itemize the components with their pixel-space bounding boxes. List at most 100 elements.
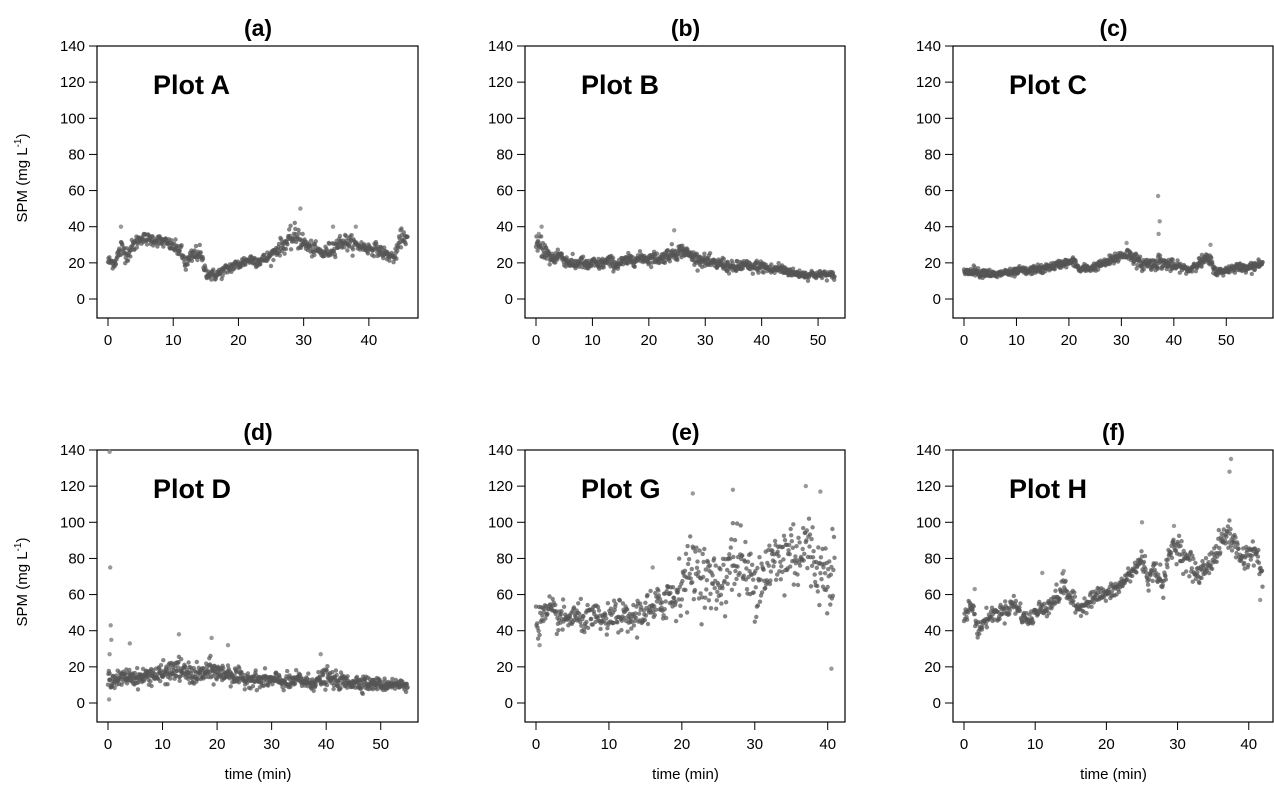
y-tick-label: 40: [496, 623, 513, 640]
data-point: [292, 220, 297, 226]
x-tick-label: 40: [361, 332, 378, 349]
data-point: [360, 691, 365, 696]
data-point: [316, 669, 321, 675]
data-point: [1137, 254, 1143, 259]
data-point: [1157, 253, 1163, 258]
panel-title: (b): [671, 15, 700, 41]
outlier-point: [225, 643, 231, 648]
data-point: [1188, 549, 1194, 555]
data-point: [804, 528, 810, 533]
data-point: [1170, 257, 1175, 262]
data-point: [589, 616, 594, 622]
data-point: [727, 570, 732, 575]
data-point: [283, 246, 289, 252]
outlier-point: [1155, 193, 1161, 199]
y-tick-label: 60: [924, 587, 941, 604]
data-point: [729, 537, 734, 542]
data-point: [619, 627, 624, 633]
x-tick-label: 50: [810, 332, 827, 349]
x-tick-label: 30: [295, 332, 312, 349]
data-point: [296, 227, 301, 233]
data-point: [185, 262, 190, 267]
data-point: [262, 666, 268, 671]
data-point: [653, 590, 658, 596]
plot-annotation: Plot B: [581, 70, 659, 100]
data-points: [961, 456, 1265, 640]
data-point: [1155, 266, 1160, 271]
y-tick-label: 0: [933, 291, 941, 308]
data-point: [712, 585, 717, 591]
data-point: [1065, 589, 1070, 594]
data-point: [208, 653, 213, 659]
data-point: [708, 591, 713, 596]
panel-title: (a): [244, 15, 272, 41]
y-tick-label: 60: [496, 587, 513, 604]
data-point: [220, 273, 225, 278]
data-point: [811, 549, 816, 554]
data-point: [288, 684, 293, 690]
data-points: [105, 206, 410, 282]
data-point: [1175, 258, 1180, 263]
data-point: [582, 629, 587, 635]
data-point: [701, 559, 706, 565]
data-point: [787, 542, 792, 548]
data-point: [828, 572, 833, 577]
data-point: [288, 247, 294, 252]
data-point: [984, 605, 989, 610]
data-point: [737, 592, 742, 598]
data-point: [1201, 562, 1207, 567]
plot-annotation: Plot D: [153, 474, 231, 504]
data-point: [1236, 546, 1241, 551]
data-point: [797, 540, 802, 545]
data-point: [779, 564, 784, 569]
data-point: [556, 628, 561, 633]
data-point: [819, 577, 824, 582]
data-point: [535, 248, 540, 253]
plot-annotation: Plot H: [1009, 474, 1087, 504]
y-tick-label: 60: [68, 587, 85, 604]
data-point: [1226, 540, 1232, 545]
data-point: [707, 563, 713, 568]
plot-frame: [524, 449, 846, 723]
data-point: [643, 613, 649, 618]
data-point: [801, 525, 806, 531]
data-point: [964, 617, 970, 622]
data-point: [810, 555, 816, 560]
data-point: [706, 598, 712, 603]
data-point: [771, 564, 776, 569]
x-tick-label: 20: [674, 736, 691, 753]
data-point: [534, 621, 540, 626]
data-point: [176, 660, 181, 665]
data-point: [772, 538, 778, 544]
x-tick-label: 10: [1027, 736, 1044, 753]
data-point: [663, 599, 668, 604]
data-point: [808, 584, 814, 589]
data-point: [580, 254, 586, 259]
data-point: [766, 547, 771, 553]
data-point: [632, 264, 637, 269]
data-point: [667, 259, 672, 264]
data-point: [394, 256, 399, 261]
data-point: [239, 670, 244, 675]
data-point: [1187, 557, 1193, 563]
data-point: [707, 251, 713, 256]
x-tick-label: 0: [532, 332, 540, 349]
outlier-point: [107, 449, 112, 454]
y-tick-label: 80: [68, 550, 85, 567]
data-point: [662, 607, 667, 612]
data-points: [961, 193, 1265, 281]
data-point: [675, 257, 680, 263]
outlier-point: [1061, 568, 1066, 574]
plot-annotation: Plot C: [1009, 70, 1087, 100]
data-point: [984, 625, 990, 630]
y-tick-label: 140: [488, 38, 513, 55]
outlier-point: [109, 637, 114, 642]
data-point: [693, 549, 698, 554]
data-point: [751, 590, 756, 595]
data-point: [1242, 560, 1247, 566]
x-tick-label: 0: [960, 332, 968, 349]
outlier-point: [209, 635, 214, 641]
data-point: [1199, 575, 1204, 581]
data-point: [177, 248, 182, 253]
data-point: [688, 576, 693, 581]
